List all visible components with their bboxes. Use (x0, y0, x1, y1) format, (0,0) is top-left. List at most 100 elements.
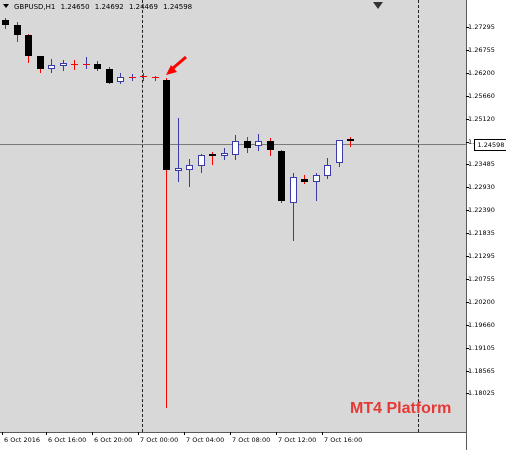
bear-candle-body (14, 24, 21, 36)
bear-candle-body (347, 139, 354, 142)
price-tick-mark (466, 187, 469, 189)
price-tick-mark (466, 72, 469, 74)
bear-candle-body (94, 64, 101, 70)
close-value: 1.24598 (163, 3, 193, 11)
bull-candle-body (83, 64, 90, 66)
price-tick-label: 1.19105 (468, 343, 495, 352)
bear-candle-body (2, 20, 9, 25)
price-tick-label: 1.18025 (468, 389, 495, 398)
price-tick-label: 1.18565 (468, 366, 495, 375)
price-tick-mark (466, 233, 469, 235)
time-tick-mark (184, 432, 185, 435)
price-tick-mark (466, 393, 469, 395)
price-tick-label: 1.27295 (468, 23, 495, 31)
price-tick-mark (466, 347, 469, 349)
bull-candle-body (221, 153, 228, 157)
bull-candle-body (140, 76, 147, 78)
bull-candle-body (60, 63, 67, 66)
time-tick-label: 6 Oct 16:00 (48, 436, 87, 444)
bear-candle-body (71, 64, 78, 66)
current-price-tag: 1.24598 (474, 139, 506, 151)
price-tick-mark (466, 141, 469, 143)
price-tick-label: 1.26755 (468, 45, 495, 54)
dropdown-triangle-icon[interactable] (3, 4, 9, 8)
candle-wick (155, 75, 156, 81)
price-tick-label: 1.25660 (468, 91, 495, 100)
candle-wick (86, 57, 87, 70)
bear-candle-body (209, 154, 216, 157)
time-tick-label: 7 Oct 04:00 (186, 436, 225, 444)
candle-wick (293, 173, 294, 241)
bull-candle-body (175, 168, 182, 171)
time-tick-mark (2, 432, 3, 435)
candle-wick (189, 159, 190, 188)
price-tick-mark (466, 324, 469, 326)
low-value: 1.24469 (128, 3, 158, 11)
price-tick-mark (466, 164, 469, 166)
time-tick-label: 7 Oct 12:00 (278, 436, 317, 444)
watermark-text: MT4 Platform (350, 400, 452, 417)
bear-candle-body (301, 178, 308, 182)
chart-shift-triangle-icon[interactable] (373, 2, 383, 9)
price-tick-mark (466, 118, 469, 120)
price-tick-label: 1.22930 (468, 183, 495, 192)
candle-wick (178, 117, 179, 182)
price-tick-mark (466, 210, 469, 212)
time-tick-label: 7 Oct 16:00 (324, 436, 363, 444)
time-tick-mark (92, 432, 93, 435)
bull-candle-body (117, 76, 124, 82)
price-tick-label: 1.26200 (468, 68, 495, 77)
price-axis[interactable] (466, 0, 506, 450)
price-tick-mark (466, 301, 469, 303)
chart-title: GBPUSD,H1 1.24650 1.24692 1.24469 1.2459… (14, 3, 195, 11)
time-tick-label: 6 Oct 2016 (4, 436, 41, 444)
high-value: 1.24692 (94, 3, 124, 11)
price-tick-mark (466, 27, 469, 28)
bear-candle-body (152, 76, 159, 78)
period-separator (142, 0, 143, 432)
bull-candle-body (255, 141, 262, 147)
price-tick-mark (466, 370, 469, 372)
price-tick-label: 1.21295 (468, 252, 495, 260)
time-tick-mark (230, 432, 231, 435)
bull-candle-body (198, 154, 205, 166)
bear-candle-body (106, 69, 113, 83)
price-tick-label: 1.25120 (468, 114, 495, 123)
price-tick-mark (466, 278, 469, 280)
open-value: 1.24650 (60, 3, 90, 11)
time-tick-mark (276, 432, 277, 435)
candle-wick (350, 137, 351, 147)
bull-candle-body (324, 164, 331, 177)
time-tick-label: 6 Oct 20:00 (94, 436, 133, 444)
bear-candle-body (267, 141, 274, 150)
time-tick-mark (46, 432, 47, 435)
bull-candle-body (290, 177, 297, 203)
price-tick-label: 1.21835 (468, 229, 495, 238)
price-tick-label: 1.19660 (468, 320, 495, 329)
time-tick-mark (322, 432, 323, 435)
bull-candle-body (129, 77, 136, 79)
price-tick-label: 1.22390 (468, 206, 495, 215)
bear-candle-body (278, 150, 285, 202)
bear-candle-body (37, 56, 44, 70)
symbol-label: GBPUSD,H1 (14, 3, 56, 11)
bull-candle-body (186, 164, 193, 171)
price-tick-label: 1.20755 (468, 274, 495, 283)
time-tick-label: 7 Oct 00:00 (140, 436, 179, 444)
period-separator (418, 0, 419, 432)
candle-wick (212, 151, 213, 165)
bull-candle-body (336, 140, 343, 164)
candle-wick (316, 173, 317, 202)
price-tick-label: 1.23485 (468, 160, 495, 169)
bull-candle-body (48, 64, 55, 70)
price-tick-mark (466, 95, 469, 97)
price-tick-mark (466, 49, 469, 51)
time-tick-mark (138, 432, 139, 435)
candle-wick (166, 77, 167, 408)
time-axis[interactable] (0, 432, 466, 451)
price-tick-label: 1.20200 (468, 297, 495, 306)
time-tick-label: 7 Oct 08:00 (232, 436, 271, 444)
bear-candle-body (25, 35, 32, 57)
bear-candle-body (244, 141, 251, 148)
